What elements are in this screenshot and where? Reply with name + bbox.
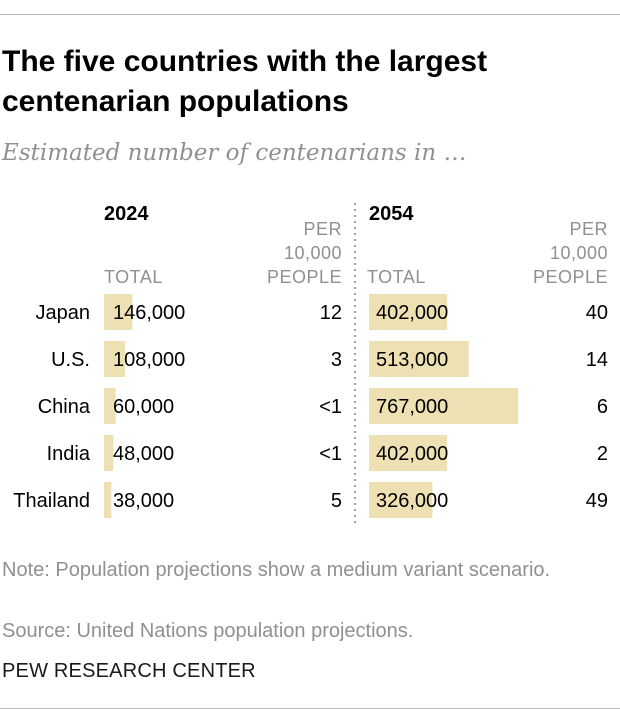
per-10000-value: 5 [331,490,342,512]
chart-title: The five countries with the largest cent… [2,45,488,118]
total-value-label: 402,000 [376,443,448,465]
total-header: TOTAL [367,267,426,287]
per-10000-header: PEOPLE [267,267,342,287]
total-value-label: 326,000 [376,490,448,512]
per-10000-header: PER [303,219,342,239]
credit-logo: PEW RESEARCH CENTER [2,660,256,682]
bottom-rule [0,708,620,709]
bar-2054-Thailand [369,482,433,518]
bar-2024-Japan [104,294,133,330]
bar-2054-U.S. [369,341,469,377]
country-label: Thailand [13,490,90,512]
per-10000-value: 3 [331,349,342,371]
bar-2024-Thailand [104,482,112,518]
bar-2054-India [369,435,448,471]
bar-2024-India [104,435,114,471]
total-value-label: 38,000 [113,490,174,512]
per-10000-value: 12 [320,302,342,324]
total-value-label: 146,000 [113,302,185,324]
total-value-label: 60,000 [113,396,174,418]
total-value-label: 108,000 [113,349,185,371]
note: Note: Population projections show a medi… [2,559,551,581]
per-10000-value: <1 [319,443,342,465]
top-rule [0,14,620,15]
total-value-label: 513,000 [376,349,448,371]
per-10000-value: 6 [597,396,608,418]
per-10000-value: 2 [597,443,608,465]
per-10000-value: 14 [586,349,608,371]
plot-area: Japan U.S. China India Thailand 2024 TOTAL PER 1… [13,203,608,525]
chart-subtitle: Estimated number of centenarians in … [2,140,467,166]
bar-2054-China [369,388,518,424]
bar-2054-Japan [369,294,448,330]
per-10000-header: 10,000 [284,243,342,263]
per-10000-value: 40 [586,302,608,324]
country-label: U.S. [51,349,90,371]
year-header-2024: 2024 [104,203,149,225]
per-10000-value: 49 [586,490,608,512]
per-10000-header: PEOPLE [533,267,608,287]
year-header-2054: 2054 [369,203,414,225]
bar-2024-U.S. [104,341,125,377]
country-label: India [47,443,91,465]
country-label: China [38,396,91,418]
per-10000-header: PER [569,219,608,239]
bar-2024-China [104,388,116,424]
total-value-label: 402,000 [376,302,448,324]
total-value-label: 48,000 [113,443,174,465]
total-header: TOTAL [104,267,163,287]
per-10000-value: <1 [319,396,342,418]
per-10000-header: 10,000 [550,243,608,263]
total-value-label: 767,000 [376,396,448,418]
source: Source: United Nations population projec… [2,620,414,642]
country-label: Japan [36,302,91,324]
